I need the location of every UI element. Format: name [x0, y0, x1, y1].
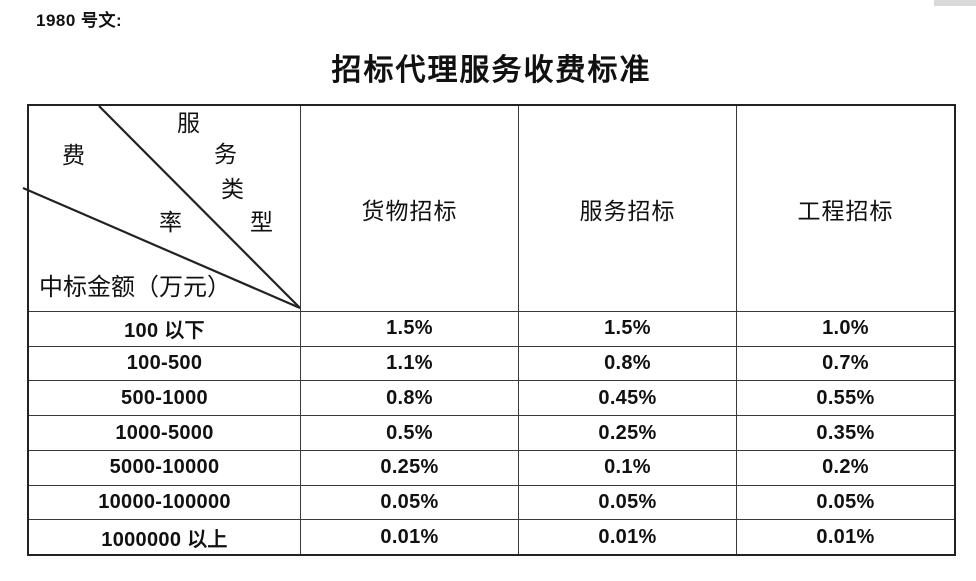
table-corner-cell: 服 务 类 型 费 率 中标金额（万元） — [22, 105, 301, 311]
fee-value: 1.5% — [301, 312, 519, 346]
service-type-label-char: 类 — [221, 177, 244, 202]
table-row: 100 以下 1.5% 1.5% 1.0% — [29, 312, 954, 347]
service-type-label-char: 务 — [214, 142, 237, 167]
row-label: 5000-10000 — [29, 450, 301, 485]
service-type-label-char: 型 — [250, 210, 273, 235]
fee-value: 0.5% — [301, 416, 519, 450]
table-row: 1000000 以上 0.01% 0.01% 0.01% — [29, 520, 954, 555]
fee-value: 0.8% — [519, 346, 737, 381]
bid-amount-label: 中标金额（万元） — [39, 275, 231, 301]
table-row: 100-500 1.1% 0.8% 0.7% — [29, 346, 954, 382]
fee-value: 0.05% — [816, 490, 875, 513]
fee-value: 0.1% — [519, 450, 737, 485]
fee-value: 0.01% — [816, 525, 875, 548]
fee-value: 0.8% — [301, 381, 519, 416]
fee-value: 0.7% — [822, 352, 869, 375]
table-row: 5000-10000 0.25% 0.1% 0.2% — [29, 450, 954, 486]
fee-rate-label-char: 率 — [159, 210, 182, 235]
service-type-label-char: 服 — [177, 111, 200, 136]
fee-standard-table: 服 务 类 型 费 率 中标金额（万元） 货物招标 服务招标 工程招标 100 … — [22, 104, 956, 556]
row-label: 500-1000 — [29, 381, 301, 416]
fee-value: 0.2% — [822, 456, 869, 479]
fee-value: 0.25% — [519, 416, 737, 450]
fee-value: 0.25% — [301, 450, 519, 485]
fee-value: 0.55% — [816, 386, 875, 409]
fee-value: 0.05% — [301, 485, 519, 520]
row-label: 100 以下 — [29, 312, 301, 346]
scan-edge-artifact — [934, 0, 976, 6]
column-header-goods: 货物招标 — [301, 106, 519, 311]
fee-value: 1.5% — [519, 312, 737, 346]
table-row: 500-1000 0.8% 0.45% 0.55% — [29, 381, 954, 417]
row-label: 10000-100000 — [29, 485, 301, 520]
doc-number: 1980 号文: — [36, 11, 123, 30]
fee-value: 0.01% — [301, 520, 519, 555]
fee-value: 0.01% — [519, 520, 737, 555]
row-label: 100-500 — [29, 346, 301, 381]
table-row: 10000-100000 0.05% 0.05% 0.05% — [29, 485, 954, 521]
row-label: 1000-5000 — [29, 416, 301, 450]
table-header-row: 服 务 类 型 费 率 中标金额（万元） 货物招标 服务招标 工程招标 — [22, 105, 954, 312]
row-label: 1000000 以上 — [29, 520, 301, 555]
column-header-works: 工程招标 — [797, 198, 894, 224]
fee-value: 1.1% — [301, 346, 519, 381]
column-header-services: 服务招标 — [519, 106, 737, 311]
table-row: 1000-5000 0.5% 0.25% 0.35% — [29, 416, 954, 451]
fee-value: 1.0% — [822, 317, 869, 340]
diagonal-divider-lines-icon — [22, 105, 301, 310]
fee-value: 0.05% — [519, 485, 737, 520]
fee-value: 0.35% — [816, 421, 875, 444]
page-title: 招标代理服务收费标准 — [331, 54, 652, 87]
fee-rate-label-char: 费 — [62, 143, 85, 168]
fee-value: 0.45% — [519, 381, 737, 416]
